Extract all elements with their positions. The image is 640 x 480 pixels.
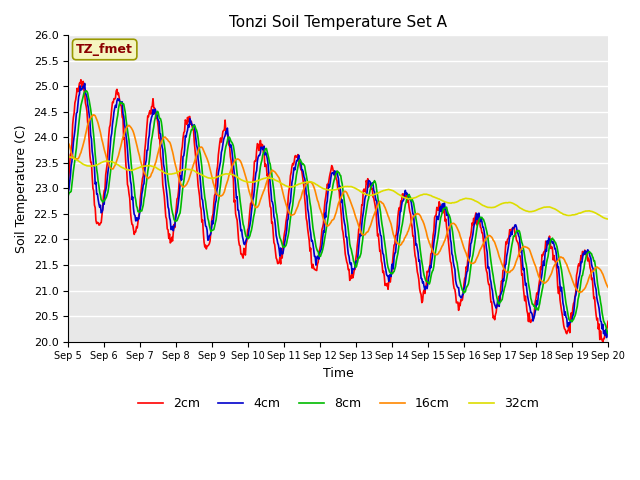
8cm: [64, 193, 72, 199]
Title: Tonzi Soil Temperature Set A: Tonzi Soil Temperature Set A: [229, 15, 447, 30]
16cm: [214, 192, 221, 198]
4cm: [420, 284, 428, 289]
16cm: [604, 285, 612, 290]
4cm: [214, 183, 221, 189]
Line: 16cm: 16cm: [68, 115, 608, 292]
8cm: [420, 272, 428, 278]
4cm: [64, 189, 72, 195]
8cm: [74, 131, 82, 136]
Line: 8cm: 8cm: [68, 91, 608, 334]
2cm: [64, 179, 72, 185]
2cm: [77, 77, 84, 83]
2cm: [404, 198, 412, 204]
4cm: [74, 102, 82, 108]
2cm: [214, 163, 221, 169]
2cm: [185, 114, 193, 120]
4cm: [404, 192, 412, 198]
2cm: [131, 231, 138, 237]
8cm: [404, 192, 412, 198]
Line: 4cm: 4cm: [68, 84, 608, 337]
32cm: [604, 216, 612, 222]
16cm: [404, 228, 412, 234]
4cm: [81, 81, 88, 86]
32cm: [184, 167, 192, 172]
4cm: [185, 124, 193, 130]
32cm: [130, 167, 138, 173]
8cm: [185, 138, 193, 144]
16cm: [64, 141, 72, 146]
Line: 32cm: 32cm: [68, 157, 608, 219]
2cm: [74, 89, 82, 95]
16cm: [74, 156, 82, 162]
2cm: [604, 319, 612, 324]
4cm: [604, 329, 612, 335]
32cm: [64, 154, 72, 160]
8cm: [131, 185, 138, 191]
4cm: [603, 335, 611, 340]
X-axis label: Time: Time: [323, 367, 353, 380]
2cm: [420, 287, 428, 293]
16cm: [577, 289, 584, 295]
8cm: [604, 331, 612, 336]
Legend: 2cm, 4cm, 8cm, 16cm, 32cm: 2cm, 4cm, 8cm, 16cm, 32cm: [132, 392, 543, 415]
8cm: [83, 88, 90, 94]
32cm: [74, 158, 82, 164]
32cm: [213, 174, 221, 180]
16cm: [185, 176, 193, 182]
32cm: [404, 196, 412, 202]
8cm: [214, 206, 221, 212]
16cm: [131, 132, 138, 138]
16cm: [89, 112, 97, 118]
2cm: [599, 339, 607, 345]
16cm: [420, 221, 428, 227]
4cm: [131, 212, 138, 217]
Line: 2cm: 2cm: [68, 80, 608, 342]
32cm: [419, 192, 427, 197]
Text: TZ_fmet: TZ_fmet: [76, 43, 133, 56]
Y-axis label: Soil Temperature (C): Soil Temperature (C): [15, 124, 28, 252]
